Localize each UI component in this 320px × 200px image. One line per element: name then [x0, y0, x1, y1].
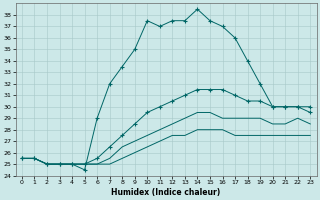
X-axis label: Humidex (Indice chaleur): Humidex (Indice chaleur) — [111, 188, 221, 197]
